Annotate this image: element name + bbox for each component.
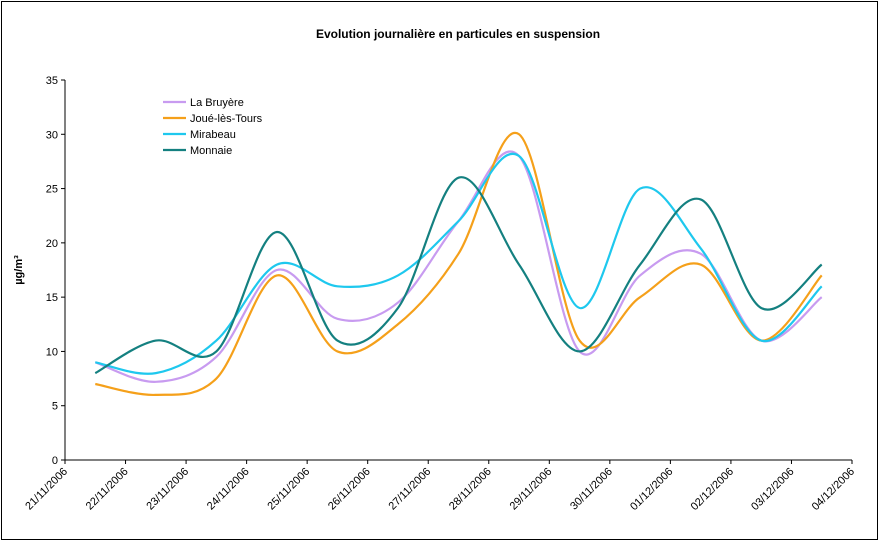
legend-label: Monnaie <box>190 145 232 157</box>
y-axis-label: µg/m³ <box>13 255 25 285</box>
legend-label: Mirabeau <box>190 129 236 141</box>
y-tick-label: 35 <box>46 75 58 87</box>
legend-label: La Bruyère <box>190 97 244 109</box>
series-line <box>95 131 823 396</box>
y-tick-label: 15 <box>46 292 58 304</box>
y-tick-label: 20 <box>46 238 58 250</box>
y-tick-label: 30 <box>46 129 58 141</box>
chart-title: Evolution journalière en particules en s… <box>316 27 600 41</box>
series-line <box>94 176 823 375</box>
legend-label: Joué-lès-Tours <box>190 113 263 125</box>
series-line <box>94 150 823 383</box>
y-tick-label: 10 <box>46 346 58 358</box>
chart-frame <box>1 1 878 540</box>
y-tick-label: 25 <box>46 184 58 196</box>
y-tick-label: 5 <box>52 401 58 413</box>
y-tick-label: 0 <box>52 455 58 467</box>
